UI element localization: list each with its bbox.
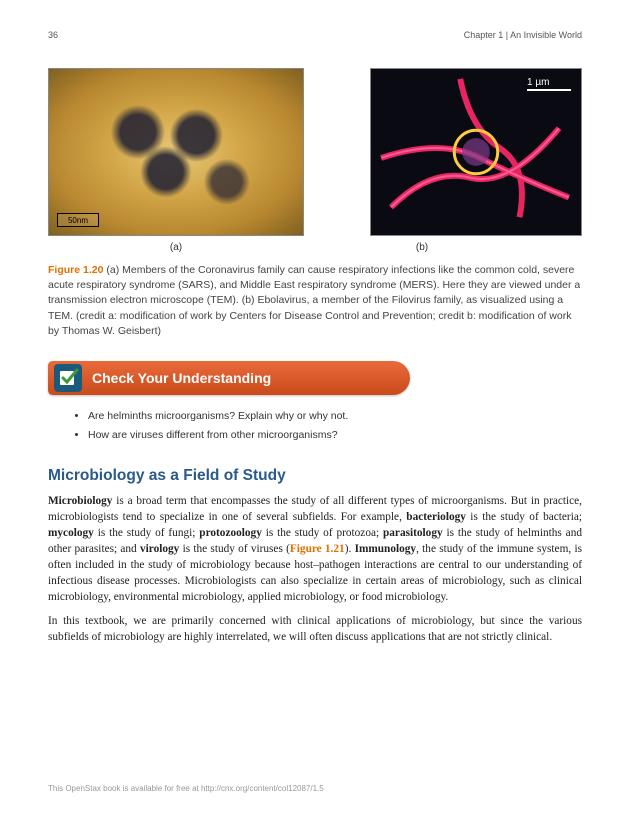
check-item: Are helminths microorganisms? Explain wh… — [88, 407, 582, 426]
figure-row: 50nm 1 µm — [48, 68, 582, 236]
caption-text: (a) Members of the Coronavirus family ca… — [48, 264, 580, 337]
term-protozoology: protozoology — [199, 527, 262, 539]
text-span: is the study of viruses ( — [179, 543, 290, 555]
check-title: Check Your Understanding — [92, 370, 271, 386]
ebolavirus-icon — [371, 69, 581, 235]
scale-bar-b: 1 µm — [527, 77, 571, 91]
term-microbiology: Microbiology — [48, 495, 112, 507]
page-number: 36 — [48, 30, 58, 40]
figure-link[interactable]: Figure 1.21 — [290, 543, 345, 555]
scale-bar-a: 50nm — [57, 213, 99, 227]
page-header: 36 Chapter 1 | An Invisible World — [48, 30, 582, 40]
paragraph-2: In this textbook, we are primarily conce… — [48, 613, 582, 645]
figure-image-a: 50nm — [48, 68, 304, 236]
figure-label-a: (a) — [48, 242, 304, 253]
check-list: Are helminths microorganisms? Explain wh… — [88, 407, 582, 445]
section-title: Microbiology as a Field of Study — [48, 467, 582, 485]
text-span: ). — [345, 543, 355, 555]
figure-ref: Figure 1.20 — [48, 264, 103, 276]
figure-caption: Figure 1.20 (a) Members of the Coronavir… — [48, 263, 582, 339]
body-text: Microbiology is a broad term that encomp… — [48, 493, 582, 645]
term-bacteriology: bacteriology — [406, 511, 466, 523]
check-item: How are viruses different from other mic… — [88, 426, 582, 445]
chapter-label: Chapter 1 | An Invisible World — [464, 30, 582, 40]
figure-label-b: (b) — [316, 242, 528, 253]
check-understanding-box: Check Your Understanding Are helminths m… — [48, 361, 582, 445]
term-immunology: Immunology — [355, 543, 417, 555]
text-span: is the study of bacteria; — [466, 511, 582, 523]
term-mycology: mycology — [48, 527, 94, 539]
term-virology: virology — [140, 543, 179, 555]
paragraph-1: Microbiology is a broad term that encomp… — [48, 493, 582, 605]
check-header: Check Your Understanding — [48, 361, 410, 395]
text-span: is the study of fungi; — [94, 527, 199, 539]
figure-labels: (a) (b) — [48, 242, 582, 253]
footer-text: This OpenStax book is available for free… — [48, 784, 324, 793]
term-parasitology: parasitology — [383, 527, 443, 539]
figure-image-b: 1 µm — [370, 68, 582, 236]
checkmark-icon — [54, 364, 82, 392]
text-span: is the study of protozoa; — [262, 527, 383, 539]
